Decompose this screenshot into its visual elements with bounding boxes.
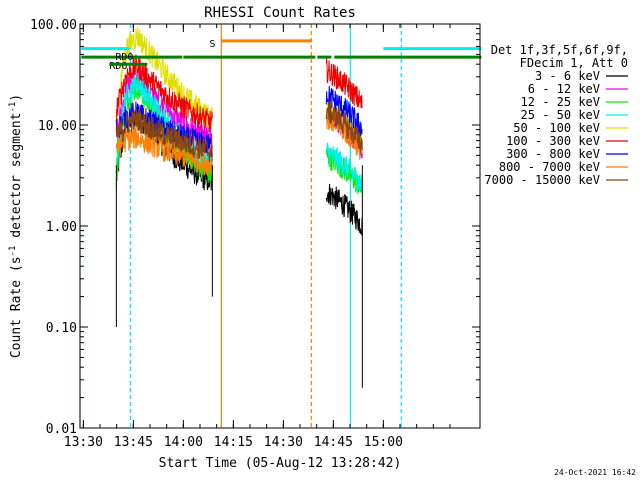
legend: Det 1f,3f,5f,6f,9f,FDecim 1, Att 03 - 6 … (484, 43, 628, 187)
x-tick-label: 15:00 (364, 435, 403, 450)
flag-label: RD0 (115, 52, 133, 63)
x-tick-label: 13:30 (64, 435, 103, 450)
x-tick-label: 14:30 (264, 435, 303, 450)
series-line-post (325, 183, 363, 237)
x-tick-label: 13:45 (114, 435, 153, 450)
x-tick-label: 14:15 (214, 435, 253, 450)
chart-title: RHESSI Count Rates (204, 5, 356, 21)
series-line-post (325, 142, 363, 192)
series-line-pre (115, 109, 213, 163)
y-axis-label-sup2: -1 (8, 102, 18, 113)
legend-label: 7000 - 15000 keV (484, 173, 600, 187)
y-axis-label-sup1: -1 (8, 246, 18, 257)
footer-timestamp: 24-Oct-2021 16:42 (554, 468, 636, 477)
y-tick-label: 1.00 (46, 220, 77, 235)
y-tick-label: 0.01 (46, 422, 77, 437)
series-line-post (325, 108, 363, 160)
legend-label: 800 - 7000 keV (499, 160, 600, 174)
legend-header-line: FDecim 1, Att 0 (520, 56, 628, 70)
y-tick-label: 10.00 (38, 119, 77, 134)
series-line-post (325, 101, 363, 154)
legend-label: 3 - 6 keV (535, 69, 600, 83)
flag-label: S (209, 39, 215, 50)
legend-label: 25 - 50 keV (521, 108, 600, 122)
y-axis-label-mid: detector segment (9, 113, 24, 246)
axes: 13:30 13:45 14:00 14:15 14:30 14:45 15:00 100.0… (30, 18, 480, 450)
series-line-post (325, 85, 363, 137)
legend-label: 300 - 800 keV (506, 147, 600, 161)
series-line-post (325, 58, 363, 109)
legend-label: 50 - 100 keV (513, 121, 600, 135)
series-line-pre (115, 54, 213, 133)
legend-label: 6 - 12 keV (528, 82, 600, 96)
y-axis-label-main: Count Rate (s (9, 256, 24, 358)
y-tick-label: 100.00 (30, 18, 77, 33)
flag-label: RD6 (109, 61, 127, 72)
x-tick-label: 14:00 (164, 435, 203, 450)
x-tick-label: 14:45 (314, 435, 353, 450)
series-line-pre (115, 26, 213, 130)
y-tick-label: 0.10 (46, 321, 77, 336)
legend-label: 100 - 300 keV (506, 134, 600, 148)
y-axis-label-end: ) (9, 94, 24, 102)
legend-header-line: Det 1f,3f,5f,6f,9f, (491, 43, 628, 57)
x-axis-label: Start Time (05-Aug-12 13:28:42) (159, 456, 402, 471)
y-axis-label: Count Rate (s-1 detector segment-1) (8, 94, 24, 358)
legend-label: 12 - 25 keV (521, 95, 600, 109)
